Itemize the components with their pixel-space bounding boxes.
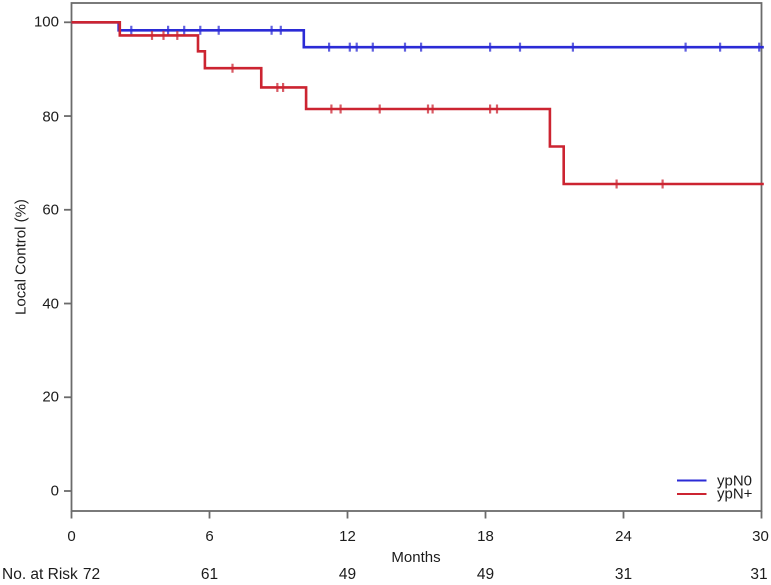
at-risk-value-m0: 72 <box>82 566 101 583</box>
at-risk-value-m18: 49 <box>476 566 495 583</box>
y-tick-label-100: 100 <box>33 13 59 31</box>
x-tick-label-24: 24 <box>615 528 632 545</box>
x-tick-label-12: 12 <box>339 528 356 545</box>
x-tick-label-0: 0 <box>67 528 76 545</box>
at-risk-value-m24: 31 <box>614 566 633 583</box>
y-tick-label-60: 60 <box>42 201 59 219</box>
y-tick-label-20: 20 <box>42 388 59 406</box>
x-axis-title: Months <box>391 549 441 566</box>
x-tick-label-18: 18 <box>477 528 494 545</box>
x-tick-label-30: 30 <box>752 528 769 545</box>
series-curve-ypN+ <box>71 21 764 186</box>
plot-frame <box>70 2 763 512</box>
legend-label-ypn-plus: ypN+ <box>717 485 753 503</box>
y-axis-title: Local Control (%) <box>12 199 30 315</box>
y-tick-label-40: 40 <box>42 295 59 312</box>
at-risk-value-m12: 49 <box>338 566 357 583</box>
at-risk-value-m30: 31 <box>750 566 768 583</box>
y-tick-label-80: 80 <box>42 108 59 126</box>
x-tick-label-6: 6 <box>205 528 214 545</box>
legend-label-ypn0: ypN0 <box>717 472 753 489</box>
y-tick-label-0: 0 <box>50 482 59 500</box>
at-risk-value-m6: 61 <box>200 566 219 583</box>
at-risk-row-label: No. at Risk <box>2 566 78 583</box>
